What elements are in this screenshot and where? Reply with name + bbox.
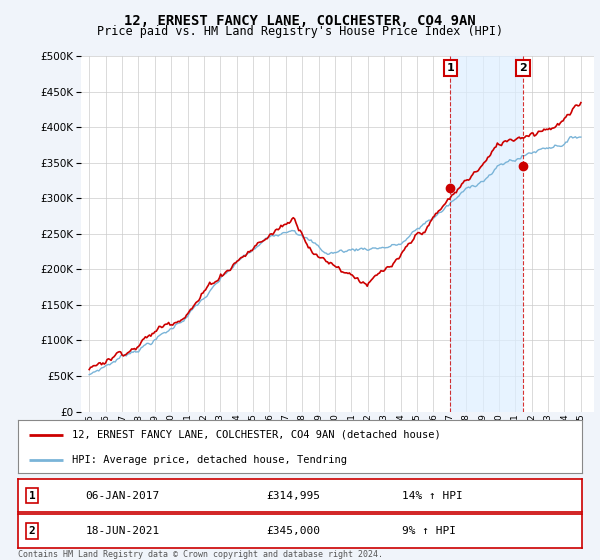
Text: £314,995: £314,995 [266, 491, 320, 501]
Text: 14% ↑ HPI: 14% ↑ HPI [401, 491, 462, 501]
Text: 2: 2 [519, 63, 527, 73]
Text: 9% ↑ HPI: 9% ↑ HPI [401, 526, 455, 536]
Text: 06-JAN-2017: 06-JAN-2017 [86, 491, 160, 501]
Bar [451, 56, 523, 412]
Text: 12, ERNEST FANCY LANE, COLCHESTER, CO4 9AN: 12, ERNEST FANCY LANE, COLCHESTER, CO4 9… [124, 14, 476, 28]
Text: £345,000: £345,000 [266, 526, 320, 536]
Text: 1: 1 [446, 63, 454, 73]
Text: 12, ERNEST FANCY LANE, COLCHESTER, CO4 9AN (detached house): 12, ERNEST FANCY LANE, COLCHESTER, CO4 9… [71, 430, 440, 440]
Text: Contains HM Land Registry data © Crown copyright and database right 2024.
This d: Contains HM Land Registry data © Crown c… [18, 550, 383, 560]
Text: 1: 1 [29, 491, 35, 501]
Text: 2: 2 [29, 526, 35, 536]
Text: HPI: Average price, detached house, Tendring: HPI: Average price, detached house, Tend… [71, 455, 347, 465]
Text: Price paid vs. HM Land Registry's House Price Index (HPI): Price paid vs. HM Land Registry's House … [97, 25, 503, 38]
Text: 18-JUN-2021: 18-JUN-2021 [86, 526, 160, 536]
